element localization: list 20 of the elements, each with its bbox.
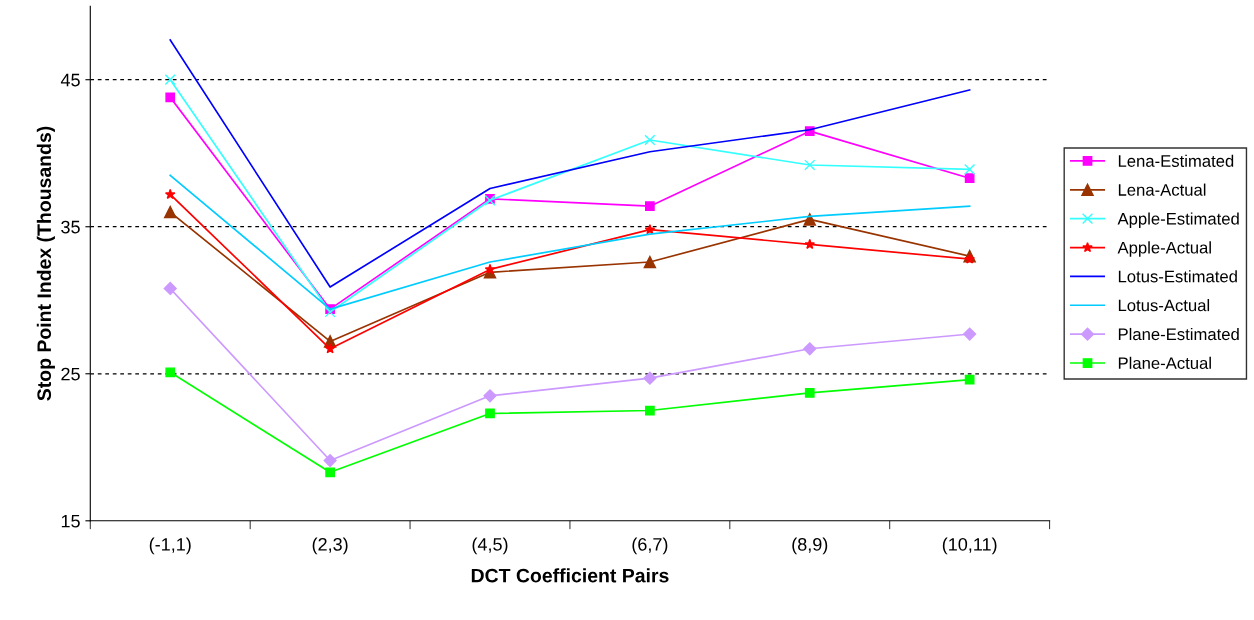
- x-tick-label: (10,11): [942, 537, 997, 555]
- y-axis-title: Stop Point Index (Thousands): [36, 126, 55, 401]
- x-tick-label: (-1,1): [149, 537, 191, 555]
- legend-label: Apple-Estimated: [1117, 212, 1239, 228]
- legend-label: Lena-Estimated: [1118, 154, 1234, 167]
- y-tick-label: 15: [61, 514, 80, 528]
- x-tick-label: (8,9): [792, 537, 828, 555]
- x-tick-label: (6,7): [632, 537, 668, 555]
- x-axis-title: DCT Coefficient Pairs: [471, 568, 669, 583]
- legend-label: Lotus-Estimated: [1118, 270, 1237, 283]
- x-tick-label: (2,3): [312, 537, 348, 555]
- legend-label: Plane-Estimated: [1118, 327, 1239, 341]
- y-tick-label: 25: [61, 367, 80, 381]
- x-tick-label: (4,5): [472, 537, 508, 555]
- legend-label: Lotus-Actual: [1118, 299, 1210, 312]
- legend-label: Apple-Actual: [1117, 241, 1211, 257]
- legend-label: Lena-Actual: [1118, 183, 1206, 196]
- y-tick-label: 35: [61, 220, 80, 234]
- y-tick-label: 45: [60, 73, 80, 87]
- legend-label: Plane-Actual: [1118, 356, 1211, 370]
